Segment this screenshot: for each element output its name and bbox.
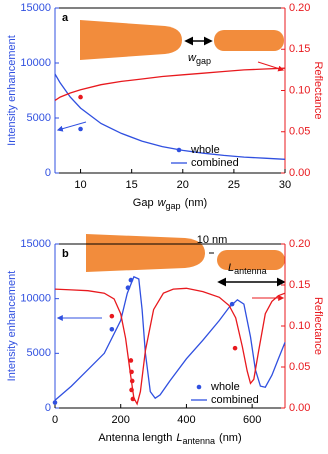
legend-swatch — [176, 147, 182, 153]
y2-axis-label: Reflectance — [312, 297, 324, 355]
inset-label: wgap — [188, 52, 211, 66]
x-tick-label: 20 — [177, 179, 189, 191]
axis-arrow — [56, 121, 87, 132]
y-tick-label: 15000 — [20, 2, 51, 14]
y-tick-label: 5000 — [27, 347, 51, 359]
y-tick-label: 10000 — [20, 57, 51, 69]
inset-var: w — [188, 52, 197, 64]
antenna-shape — [217, 250, 285, 270]
x-axis-label: Gap wgap (nm) — [133, 197, 207, 211]
x-label-var: L — [176, 432, 182, 444]
inset-sub: antenna — [234, 266, 267, 276]
gap-label: 10 nm — [197, 234, 228, 246]
x-axis-label: Antenna length Lantenna (nm) — [98, 432, 241, 446]
x-tick-label: 15 — [126, 179, 138, 191]
y2-tick-label: 0.20 — [289, 2, 310, 14]
antenna-shape — [86, 234, 205, 272]
x-label-var: w — [158, 197, 167, 209]
x-tick-label: 600 — [243, 414, 261, 426]
x-label-text: Antenna length — [98, 432, 172, 444]
legend-label: combined — [211, 394, 259, 406]
inset-sub: gap — [196, 56, 211, 66]
y-tick-label: 10000 — [20, 293, 51, 305]
data-line — [54, 73, 286, 160]
data-point — [232, 345, 238, 351]
data-point — [109, 326, 115, 332]
antenna-shape — [80, 20, 182, 60]
x-tick-label: 10 — [74, 179, 86, 191]
y2-tick-label: 0.05 — [289, 361, 310, 373]
x-label-text: Gap — [133, 197, 154, 209]
antenna-shape — [214, 30, 284, 51]
data-point — [128, 358, 134, 363]
y-axis-label: Intensity enhancement — [6, 35, 18, 146]
x-label-sub: gap — [166, 201, 181, 211]
panel-label: a — [62, 12, 69, 24]
y-tick-label: 15000 — [20, 238, 51, 250]
y2-tick-label: 0.10 — [289, 84, 310, 96]
y2-tick-label: 0.10 — [289, 320, 310, 332]
y2-axis-label: Reflectance — [312, 61, 324, 119]
data-point — [78, 126, 83, 132]
data-point — [109, 313, 115, 319]
x-tick-label: 200 — [112, 414, 130, 426]
x-tick-label: 25 — [228, 179, 240, 191]
legend-swatch — [196, 384, 202, 390]
y2-tick-label: 0.15 — [289, 279, 310, 291]
x-tick-label: 30 — [279, 179, 291, 191]
y2-tick-label: 0.05 — [289, 126, 310, 138]
y-tick-label: 0 — [45, 402, 51, 414]
data-line — [54, 67, 286, 101]
y2-tick-label: 0.00 — [289, 402, 310, 414]
legend-label: whole — [210, 381, 240, 393]
data-point — [78, 94, 83, 100]
data-point — [52, 400, 58, 405]
y-tick-label: 5000 — [27, 112, 51, 124]
panel-label: b — [62, 248, 69, 260]
x-label-sub: antenna — [182, 436, 215, 446]
legend-label: whole — [190, 144, 220, 156]
x-label-unit: (nm) — [185, 197, 208, 209]
y2-tick-label: 0.00 — [289, 167, 310, 179]
legend-label: combined — [191, 157, 239, 169]
x-label-unit: (nm) — [219, 432, 242, 444]
inset-label: Lantenna — [228, 262, 267, 276]
data-line — [54, 275, 286, 401]
y2-tick-label: 0.20 — [289, 238, 310, 250]
x-tick-label: 0 — [52, 414, 58, 426]
y-tick-label: 0 — [45, 167, 51, 179]
x-tick-label: 400 — [177, 414, 195, 426]
y-axis-label: Intensity enhancement — [6, 271, 18, 382]
y2-tick-label: 0.15 — [289, 43, 310, 55]
inset-var: L — [228, 262, 234, 274]
data-line — [54, 287, 286, 406]
